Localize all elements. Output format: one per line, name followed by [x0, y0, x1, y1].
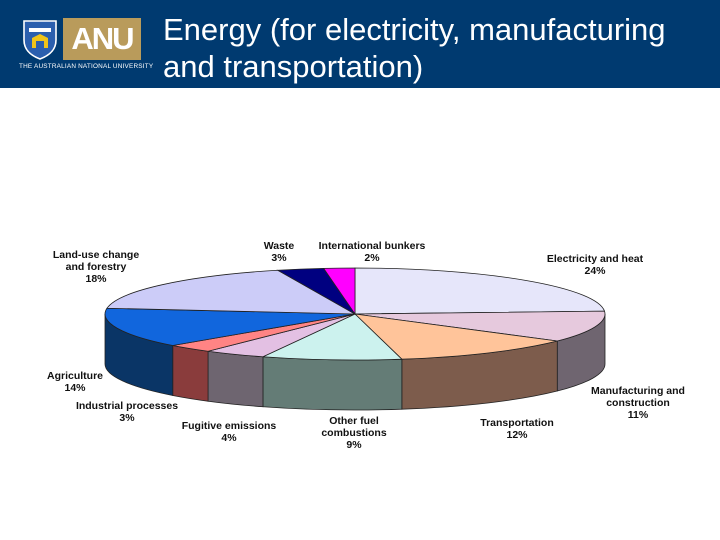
pie-slice-transportation — [353, 313, 558, 360]
pie-slice-manufacturing-and-construction — [354, 310, 606, 342]
title-line-2: and transportation) — [163, 49, 424, 84]
slide-title: Energy (for electricity, manufacturing a… — [163, 11, 708, 85]
pie-side-industrial-processes — [172, 345, 209, 402]
label-agriculture: Agriculture 14% — [47, 370, 103, 394]
pie-slices — [104, 267, 606, 361]
pie-side-fugitive-emissions — [207, 350, 264, 408]
label-other-fuel-combustions: Other fuel combustions 9% — [321, 415, 386, 451]
pie-slice-other-fuel-combustions — [261, 313, 403, 361]
logo-wordmark: ANU — [63, 18, 141, 60]
pie-slice-electricity-and-heat — [354, 267, 606, 315]
pie-side-other-fuel-combustions — [262, 356, 403, 411]
slide-header: ANU THE AUSTRALIAN NATIONAL UNIVERSITY E… — [0, 0, 720, 88]
label-transportation: Transportation 12% — [480, 417, 554, 441]
crest-icon — [23, 20, 57, 60]
label-land-use-change-and-forestry: Land-use change and forestry 18% — [53, 249, 140, 285]
pie-slice-land-use-change-and-forestry — [106, 269, 356, 315]
label-fugitive-emissions: Fugitive emissions 4% — [182, 420, 277, 444]
pie-sides — [104, 313, 606, 411]
logo-subtext: THE AUSTRALIAN NATIONAL UNIVERSITY — [19, 63, 154, 70]
label-manufacturing-and-construction: Manufacturing and construction 11% — [591, 385, 685, 421]
title-line-1: Energy (for electricity, manufacturing — [163, 12, 666, 47]
pie-labels: Electricity and heat 24% Manufacturing and… — [47, 240, 685, 451]
label-industrial-processes: Industrial processes 3% — [76, 400, 178, 424]
label-waste: Waste 3% — [264, 240, 295, 264]
label-international-bunkers: International bunkers 2% — [319, 240, 426, 264]
label-electricity-and-heat: Electricity and heat 24% — [547, 253, 644, 277]
anu-logo: ANU THE AUSTRALIAN NATIONAL UNIVERSITY — [17, 16, 154, 74]
pie-slice-international-bunkers — [322, 267, 356, 316]
pie-slice-agriculture — [104, 307, 356, 346]
